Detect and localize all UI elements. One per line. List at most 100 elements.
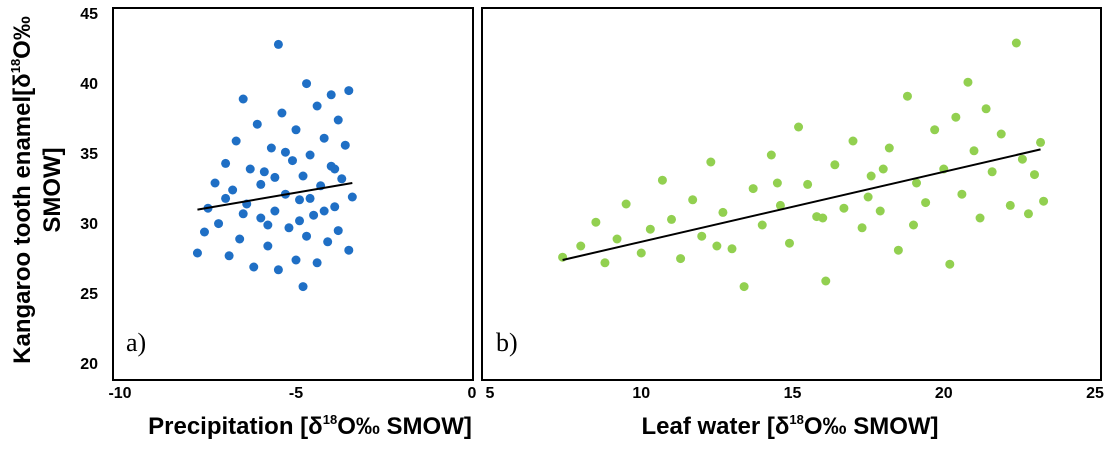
point: [875, 206, 885, 216]
point: [263, 241, 273, 251]
point: [277, 108, 287, 118]
point: [975, 213, 985, 223]
point: [284, 223, 294, 233]
label-part: O‰: [9, 16, 36, 59]
point: [330, 202, 340, 212]
y-tick-label: 20: [80, 356, 98, 373]
point: [330, 164, 340, 174]
point: [333, 226, 343, 236]
point: [1005, 200, 1015, 210]
superscript: 18: [8, 59, 23, 73]
y-tick-label: 40: [80, 76, 98, 93]
point: [963, 77, 973, 87]
point: [902, 91, 912, 101]
superscript: 18: [323, 412, 337, 427]
point: [302, 79, 312, 89]
y-axis-label: SMOW]: [39, 147, 66, 232]
label-part: O‰ SMOW]: [804, 413, 939, 440]
point: [270, 206, 280, 216]
point: [333, 115, 343, 125]
x-axis-label: Leaf water [δ18O‰ SMOW]: [641, 412, 938, 440]
point: [863, 192, 873, 202]
point: [558, 252, 568, 262]
point: [238, 94, 248, 104]
x-tick-label: 5: [486, 385, 495, 402]
point: [256, 213, 266, 223]
point: [878, 164, 888, 174]
point: [266, 143, 276, 153]
point: [921, 198, 931, 208]
y-tick-label: 25: [80, 286, 98, 303]
point: [784, 238, 794, 248]
point: [249, 262, 259, 272]
point: [969, 146, 979, 156]
point: [256, 179, 266, 189]
point: [1036, 137, 1046, 147]
point: [235, 234, 245, 244]
point: [766, 150, 776, 160]
point: [273, 265, 283, 275]
point: [273, 39, 283, 49]
y-tick-label: 35: [80, 146, 98, 163]
point: [323, 237, 333, 247]
point: [591, 217, 601, 227]
point: [305, 193, 315, 203]
point: [987, 167, 997, 177]
point: [866, 171, 876, 181]
panel-label: a): [126, 328, 146, 357]
point: [1023, 209, 1033, 219]
point: [312, 101, 322, 111]
point: [981, 104, 991, 114]
point: [1017, 154, 1027, 164]
point: [210, 178, 220, 188]
point: [945, 259, 955, 269]
label-part: Precipitation [δ: [148, 413, 323, 440]
point: [818, 213, 828, 223]
point: [676, 254, 686, 264]
point: [228, 185, 238, 195]
panel-frame: [481, 7, 1102, 381]
x-tick-label: 20: [935, 385, 953, 402]
point: [727, 244, 737, 254]
point: [1039, 196, 1049, 206]
point: [337, 174, 347, 184]
point: [909, 220, 918, 230]
point: [1030, 170, 1039, 180]
point: [295, 216, 305, 226]
point: [930, 125, 940, 135]
point: [576, 241, 586, 251]
point: [839, 203, 849, 213]
point: [645, 224, 655, 234]
point: [280, 147, 290, 157]
point: [263, 220, 273, 230]
point: [199, 227, 209, 237]
point: [612, 234, 622, 244]
point: [224, 251, 234, 261]
point: [957, 189, 967, 199]
point: [848, 136, 858, 146]
point: [305, 150, 315, 160]
point: [312, 258, 322, 268]
x-tick-label: 15: [784, 385, 802, 402]
point: [600, 258, 610, 268]
x-tick-label: -10: [108, 385, 131, 402]
point: [706, 157, 716, 167]
point: [794, 122, 804, 132]
x-axis-label: Precipitation [δ18O‰ SMOW]: [148, 412, 472, 440]
label-part: SMOW]: [39, 147, 66, 232]
point: [884, 143, 894, 153]
point: [238, 209, 248, 219]
point: [245, 164, 255, 174]
point: [326, 90, 336, 100]
point: [748, 184, 758, 194]
point: [951, 112, 961, 122]
point: [214, 219, 224, 229]
label-part: O‰ SMOW]: [337, 413, 472, 440]
point: [775, 200, 785, 210]
point: [319, 133, 329, 143]
point: [712, 241, 722, 251]
point: [857, 223, 867, 233]
point: [221, 193, 231, 203]
superscript: 18: [789, 412, 803, 427]
